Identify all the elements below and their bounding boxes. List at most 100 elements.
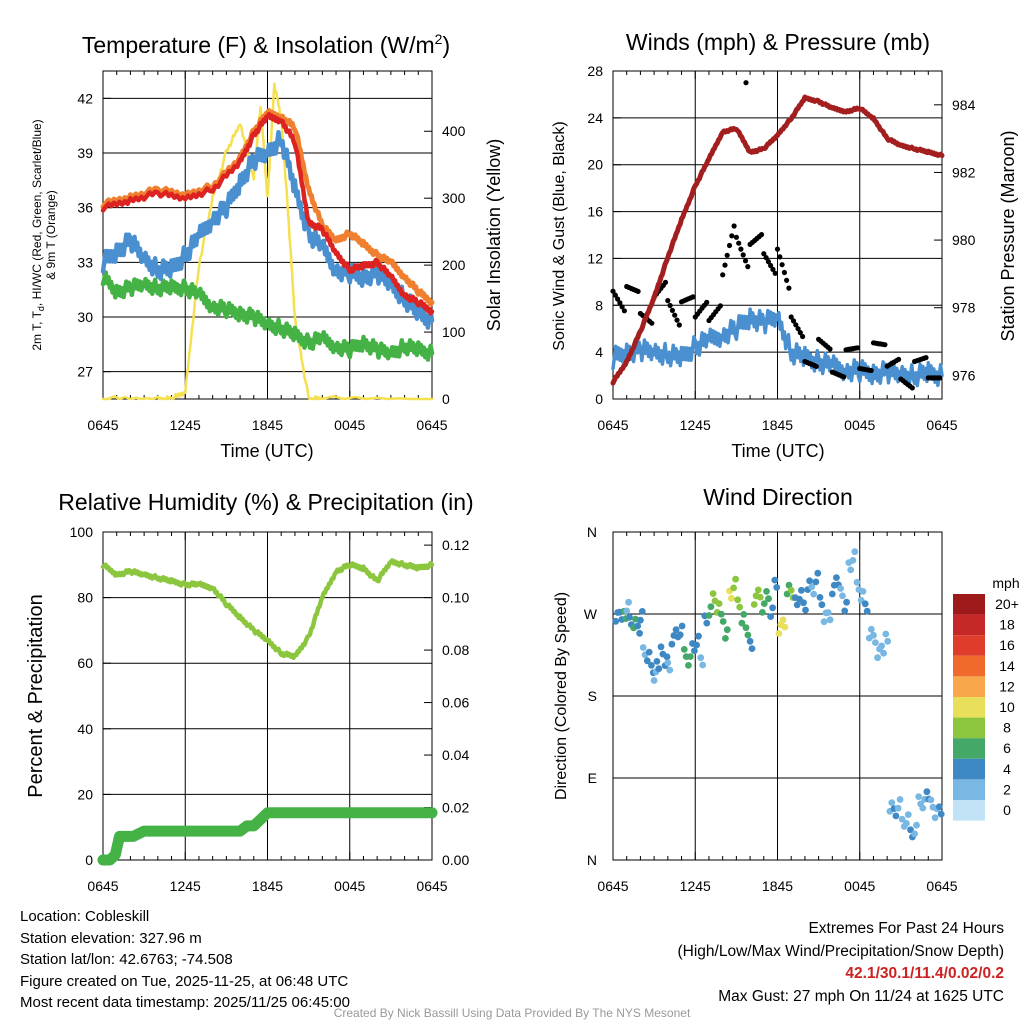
direction-point: [738, 619, 746, 627]
wind-direction-y-axis-label: Direction (Colored By Speed): [553, 592, 570, 800]
extremes-subtitle: (High/Low/Max Wind/Precipitation/Snow De…: [677, 942, 1005, 960]
nine-meter-temperature-line: [100, 108, 435, 307]
direction-point: [833, 574, 840, 581]
direction-point: [763, 588, 770, 595]
gust-point: [665, 298, 671, 304]
legend-label: 20+: [995, 596, 1019, 612]
direction-point: [806, 577, 813, 585]
gust-point: [868, 367, 874, 374]
direction-point: [730, 584, 737, 592]
max-gust-text: Max Gust: 27 mph On 11/24 at 1625 UTC: [718, 987, 1004, 1005]
y2-tick-label: 0.06: [442, 695, 469, 711]
legend-label: 8: [1003, 720, 1011, 736]
direction-point: [623, 607, 631, 615]
y2-tick-label: 982: [952, 164, 976, 180]
gust-point: [784, 277, 790, 283]
direction-point: [742, 624, 750, 632]
winds-y-ticks: 0 4 8 12 16 20 24 28: [587, 63, 621, 407]
direction-point: [915, 793, 923, 800]
y-tick-label: 27: [77, 364, 93, 380]
direction-point: [775, 630, 783, 637]
recent-data-text: Most recent data timestamp: 2025/11/25 0…: [20, 994, 350, 1011]
direction-point: [699, 661, 707, 669]
legend-swatch: [953, 635, 985, 656]
direction-point: [650, 677, 658, 684]
temperature-x-ticks: 0645 1245 1845 0045 0645: [87, 71, 448, 433]
humidity-x-ticks: 0645 1245 1845 0045 0645: [87, 532, 448, 894]
direction-point: [645, 648, 653, 656]
legend-label: 4: [1003, 761, 1011, 777]
gust-point: [923, 355, 929, 361]
y-tick-label: N: [587, 852, 597, 868]
x-tick-label: 1845: [762, 878, 793, 894]
direction-point: [837, 585, 844, 592]
direction-point: [853, 578, 861, 586]
location-text: Location: Cobleskill: [20, 908, 150, 925]
direction-point: [913, 821, 920, 829]
y2-tick-label: 0.08: [442, 642, 469, 658]
y2-tick-label: 976: [952, 367, 976, 383]
y-tick-label: 33: [77, 254, 93, 270]
gust-point: [797, 330, 803, 336]
extremes-title: Extremes For Past 24 Hours: [808, 920, 1004, 937]
direction-point: [812, 578, 820, 586]
direction-point: [740, 611, 748, 618]
direction-point: [894, 804, 902, 812]
legend-swatch: [953, 697, 985, 718]
extremes-info: Extremes For Past 24 Hours (High/Low/Max…: [678, 918, 1005, 1008]
direction-point: [773, 584, 781, 591]
direction-point: [626, 613, 633, 621]
y-tick-label: 80: [77, 590, 93, 606]
direction-point: [771, 576, 779, 584]
dewpoint-line: [100, 270, 435, 362]
gust-point: [896, 356, 902, 362]
gust-point: [770, 266, 776, 272]
winds-y2-axis-label: Station Pressure (Maroon): [998, 130, 1018, 341]
direction-point: [810, 590, 818, 598]
direction-point: [637, 616, 644, 624]
y-tick-label: 28: [587, 63, 603, 79]
gust-point: [649, 320, 655, 326]
temperature-panel: Temperature (F) & Insolation (W/m2) 27 30…: [30, 31, 504, 461]
direction-point: [824, 609, 832, 616]
direction-point: [625, 598, 632, 606]
direction-point: [785, 581, 793, 589]
gust-point: [813, 363, 819, 369]
legend-swatch: [953, 614, 985, 636]
y-tick-label: S: [588, 688, 597, 704]
winds-y-axis-label: Sonic Wind & Gust (Blue, Black): [551, 121, 568, 350]
latlon-text: Station lat/lon: 42.6763; -74.508: [20, 951, 233, 968]
legend-label: 10: [999, 699, 1015, 715]
legend-swatch: [953, 800, 985, 821]
station-pressure-line: [610, 94, 945, 386]
gust-point: [674, 317, 680, 323]
direction-point: [657, 643, 665, 651]
x-tick-label: 0645: [87, 417, 118, 433]
x-tick-label: 1845: [762, 417, 793, 433]
direction-point: [672, 626, 680, 634]
gust-point: [733, 234, 740, 240]
direction-point: [927, 796, 935, 804]
y-tick-label: 12: [587, 250, 603, 266]
gust-point: [612, 292, 618, 298]
wind-direction-y-ticks: N E S W N: [584, 524, 621, 868]
gust-point: [765, 259, 772, 265]
direction-point: [732, 575, 739, 583]
direction-point: [663, 653, 671, 661]
x-tick-label: 1845: [252, 878, 283, 894]
direction-point: [826, 616, 834, 624]
max-gust-point: [743, 80, 749, 86]
temperature-y2-axis-label: Solar Insolation (Yellow): [484, 139, 504, 331]
two-meter-temperature-line: [100, 111, 435, 316]
direction-point: [693, 641, 700, 649]
x-tick-label: 0045: [844, 878, 875, 894]
y2-tick-label: 978: [952, 300, 976, 316]
y-tick-label: 60: [77, 655, 93, 671]
gust-point: [722, 262, 728, 268]
gust-point: [790, 318, 797, 324]
direction-point: [612, 617, 620, 625]
legend-label: 14: [999, 658, 1015, 674]
gust-point: [777, 254, 783, 260]
direction-point: [666, 666, 674, 674]
